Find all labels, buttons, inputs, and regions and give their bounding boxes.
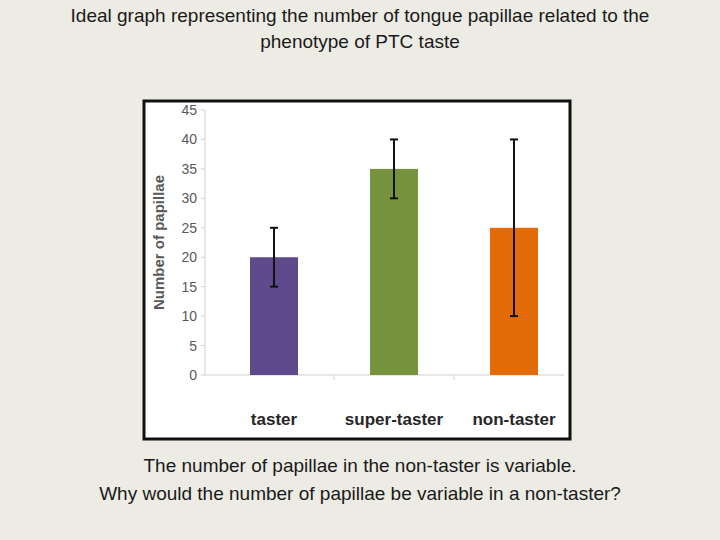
annotation: The number of papillae in the non-taster… [143, 455, 576, 476]
x-tick-label: non-taster [472, 410, 556, 429]
y-tick [201, 286, 205, 287]
y-tick [201, 316, 205, 317]
error-cap [510, 315, 518, 317]
error-cap [510, 138, 518, 140]
y-tick [201, 375, 205, 376]
y-tick-label: 35 [181, 161, 197, 177]
bar [370, 169, 418, 375]
y-tick-label: 15 [181, 279, 197, 295]
y-axis-label: Number of papillae [150, 175, 167, 310]
error-cap [390, 197, 398, 199]
y-tick-label: 40 [181, 131, 197, 147]
x-tick [334, 375, 335, 380]
y-tick [201, 345, 205, 346]
error-bar [270, 228, 278, 287]
y-tick-label: 10 [181, 308, 197, 324]
y-tick [201, 227, 205, 228]
title-line: phenotype of PTC taste [260, 31, 460, 52]
y-tick-label: 5 [189, 338, 197, 354]
error-cap [390, 138, 398, 140]
title-line: Ideal graph representing the number of t… [71, 5, 650, 26]
y-tick-label: 25 [181, 220, 197, 236]
x-tick-label: taster [251, 410, 298, 429]
y-tick-label: 20 [181, 249, 197, 265]
error-stem [393, 139, 395, 198]
annotation: Why would the number of papillae be vari… [99, 483, 621, 504]
error-stem [273, 228, 275, 287]
error-bar [510, 139, 518, 316]
chart-root: Ideal graph representing the number of t… [0, 0, 720, 540]
title: Ideal graph representing the number of t… [71, 5, 650, 52]
chart-frame [144, 101, 570, 439]
y-tick [201, 139, 205, 140]
error-stem [513, 139, 515, 316]
x-tick [454, 375, 455, 380]
error-bar [390, 139, 398, 198]
error-cap [270, 286, 278, 288]
y-tick [201, 257, 205, 258]
y-axis-line [205, 110, 206, 375]
marks [250, 139, 538, 375]
y-tick-label: 0 [189, 367, 197, 383]
y-tick [201, 110, 205, 111]
background [0, 0, 720, 540]
y-tick [201, 198, 205, 199]
error-cap [270, 227, 278, 229]
y-tick-label: 30 [181, 190, 197, 206]
x-tick-label: super-taster [345, 410, 444, 429]
y-tick [201, 168, 205, 169]
y-tick-label: 45 [181, 102, 197, 118]
